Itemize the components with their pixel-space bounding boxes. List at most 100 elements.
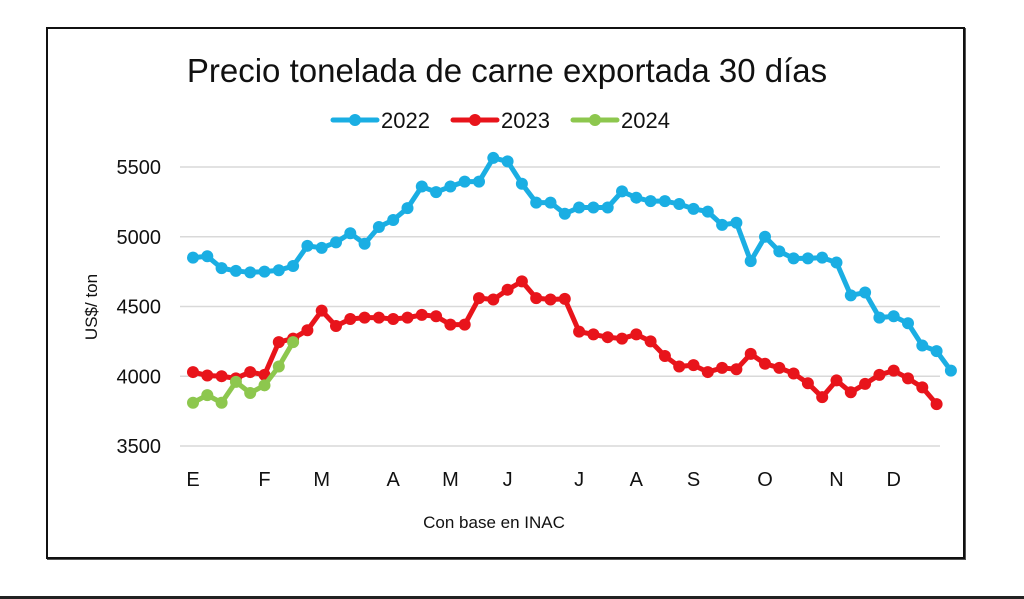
data-point-2023: [887, 364, 900, 377]
data-point-2023: [458, 318, 471, 331]
data-point-2022: [187, 251, 199, 264]
y-tick-label: 5000: [117, 227, 162, 249]
data-point-2023: [387, 313, 400, 326]
x-tick-label: S: [687, 469, 700, 491]
data-point-2022: [473, 175, 485, 188]
data-point-2022: [744, 255, 757, 268]
data-point-2022: [272, 264, 285, 277]
x-axis-label: Con base en INAC: [423, 513, 565, 532]
data-point-2022: [215, 262, 228, 275]
x-tick-label: D: [886, 469, 900, 491]
data-point-2024: [201, 389, 214, 402]
data-point-2024: [215, 396, 228, 409]
data-point-2023: [601, 331, 614, 344]
data-point-2022: [244, 266, 257, 279]
series-2023: [187, 275, 943, 411]
data-point-2023: [344, 313, 357, 326]
data-point-2022: [458, 175, 471, 188]
data-point-2024: [187, 396, 199, 409]
data-point-2024: [287, 336, 300, 349]
series-layer: [187, 151, 957, 411]
data-point-2023: [201, 369, 214, 382]
x-tick-label: A: [387, 469, 401, 491]
data-point-2023: [673, 360, 686, 373]
data-point-2022: [916, 339, 929, 352]
data-point-2023: [515, 275, 528, 288]
data-point-2022: [859, 286, 872, 299]
bottom-divider: [0, 596, 1024, 599]
data-point-2023: [301, 324, 314, 337]
data-point-2023: [916, 381, 929, 394]
data-point-2023: [544, 293, 557, 306]
data-point-2024: [244, 386, 257, 399]
data-point-2022: [759, 230, 771, 243]
data-point-2023: [873, 368, 886, 381]
legend-item-2022: 2022: [330, 108, 430, 133]
data-point-2024: [229, 375, 242, 388]
x-tick-label: A: [630, 469, 644, 491]
legend-label: 2023: [501, 108, 550, 133]
data-point-2022: [887, 310, 900, 323]
x-tick-label: E: [186, 469, 199, 491]
x-tick-label: F: [258, 469, 270, 491]
data-point-2023: [244, 366, 257, 379]
data-point-2023: [844, 386, 857, 399]
data-point-2022: [873, 311, 886, 324]
data-point-2023: [930, 398, 943, 411]
data-point-2022: [287, 260, 300, 273]
y-tick-label: 3500: [117, 436, 162, 458]
data-point-2023: [744, 347, 757, 360]
data-point-2023: [430, 310, 443, 323]
data-point-2022: [201, 250, 214, 263]
y-axis-ticks: 3500 4000 4500 5000 5500: [117, 157, 162, 458]
legend-swatch-marker: [469, 114, 481, 126]
data-point-2023: [215, 370, 228, 383]
data-point-2022: [844, 289, 857, 302]
data-point-2022: [301, 239, 314, 252]
data-point-2022: [544, 196, 557, 209]
data-point-2022: [501, 155, 514, 168]
data-point-2022: [658, 195, 671, 208]
legend-swatch-marker: [349, 114, 361, 126]
data-point-2022: [330, 236, 342, 249]
data-point-2022: [258, 265, 271, 278]
data-point-2022: [387, 214, 400, 227]
series-2024: [187, 336, 300, 409]
data-point-2022: [773, 245, 786, 258]
data-point-2023: [859, 377, 872, 390]
data-point-2022: [701, 205, 714, 218]
data-point-2023: [787, 367, 800, 380]
data-point-2023: [587, 328, 600, 341]
data-point-2023: [716, 361, 729, 374]
x-tick-label: J: [574, 469, 584, 491]
data-point-2022: [944, 364, 957, 377]
data-point-2022: [515, 177, 528, 190]
gridlines: [180, 166, 940, 447]
data-point-2023: [558, 292, 571, 305]
data-point-2022: [229, 264, 242, 277]
data-point-2022: [730, 216, 743, 229]
data-point-2022: [601, 201, 614, 214]
data-point-2023: [401, 311, 414, 324]
data-point-2022: [587, 201, 600, 214]
data-point-2023: [573, 325, 586, 338]
data-point-2024: [272, 360, 285, 373]
data-point-2023: [687, 359, 700, 372]
data-point-2022: [902, 317, 914, 330]
data-point-2022: [344, 227, 357, 240]
data-point-2022: [787, 252, 800, 265]
legend-swatch-marker: [589, 114, 601, 126]
data-point-2022: [487, 151, 500, 164]
data-point-2022: [530, 196, 543, 209]
data-point-2022: [315, 241, 328, 254]
data-point-2023: [415, 308, 428, 321]
data-point-2023: [830, 374, 843, 387]
data-point-2022: [673, 197, 686, 210]
legend-label: 2022: [381, 108, 430, 133]
data-point-2022: [816, 251, 829, 264]
data-point-2022: [430, 186, 443, 199]
data-point-2023: [759, 357, 771, 370]
data-point-2023: [730, 363, 743, 376]
data-point-2023: [187, 366, 199, 379]
y-axis-label: US$/ ton: [82, 274, 101, 340]
